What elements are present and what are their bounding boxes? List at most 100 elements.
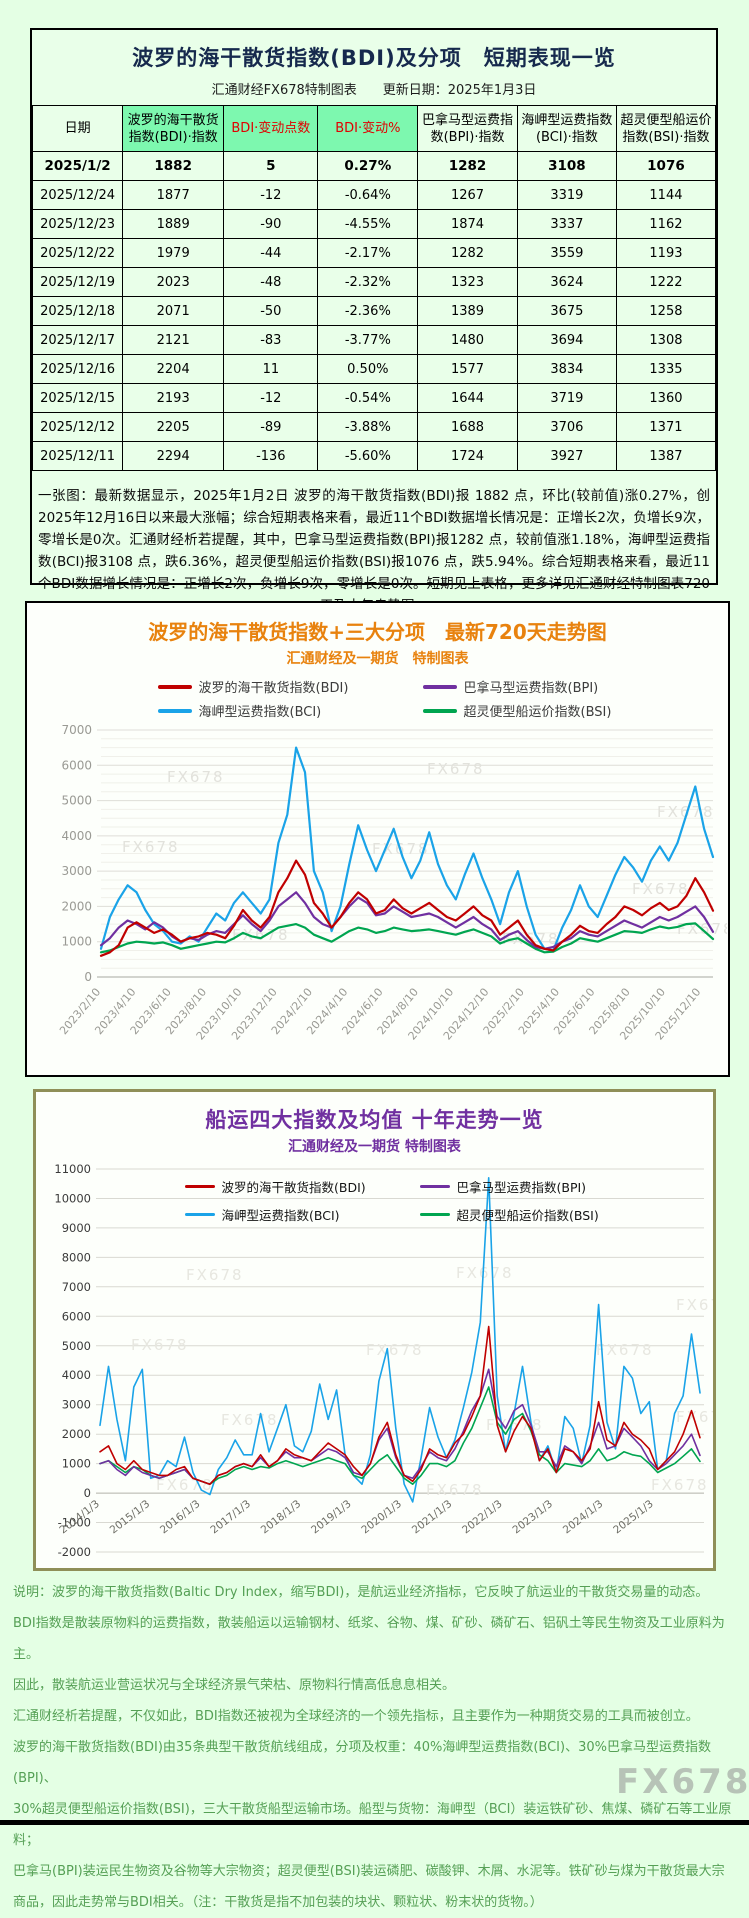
svg-text:FX678: FX678: [221, 1411, 279, 1429]
table-cell: 1193: [615, 238, 717, 268]
svg-text:FX678: FX678: [632, 880, 690, 898]
bdi-data-table: 日期 波罗的海干散货指数(BDI)·指数 BDI·变动点数 BDI·变动% 巴拿马型运费…: [31, 105, 717, 471]
table-cell: 3108: [516, 151, 617, 181]
legend-swatch: [422, 708, 457, 713]
svg-text:1000: 1000: [62, 1457, 91, 1471]
table-cell: 3624: [516, 267, 617, 297]
svg-text:2018/1/3: 2018/1/3: [259, 1498, 304, 1536]
table-cell: 1688: [417, 412, 518, 442]
table-cell: 2294: [122, 441, 225, 471]
chart-720-plot: 0 1000 2000 3000 4000 5000 6000 7000 2023/2/10 20…: [27, 722, 728, 1054]
table-cell: -3.88%: [317, 412, 419, 442]
table-header-cell: 超灵便型船运价指数(BSI)·指数: [615, 105, 717, 152]
table-cell: 1387: [615, 441, 717, 471]
bottom-border-bar: [0, 1820, 749, 1825]
table-cell: 1267: [417, 180, 518, 210]
svg-text:FX678: FX678: [676, 1408, 713, 1426]
table-cell: -89: [223, 412, 319, 442]
table-cell: 1724: [417, 441, 518, 471]
table-cell: 0.50%: [317, 354, 419, 384]
table-cell: 2025/12/11: [31, 441, 124, 471]
table-cell: -2.36%: [317, 296, 419, 326]
table-cell: 2025/12/22: [31, 238, 124, 268]
table-cell: 1577: [417, 354, 518, 384]
svg-text:2019/1/3: 2019/1/3: [309, 1498, 354, 1536]
table-note: 一张图：最新数据显示，2025年1月2日 波罗的海干散货指数(BDI)报 188…: [38, 488, 710, 614]
legend-label: 波罗的海干散货指数(BDI): [198, 681, 349, 696]
table-cell: 2204: [122, 354, 225, 384]
table-cell: 3694: [516, 325, 617, 355]
table-cell: 3834: [516, 354, 617, 384]
table-cell: -12: [223, 383, 319, 413]
table-header-cell: 巴拿马型运费指数(BPI)·指数: [417, 105, 518, 152]
svg-text:6000: 6000: [61, 758, 92, 772]
svg-text:0: 0: [84, 970, 92, 984]
table-cell: 11: [223, 354, 319, 384]
chart-10y-title: 船运四大指数及均值 十年走势一览: [205, 1108, 544, 1132]
svg-text:FX678: FX678: [426, 1481, 484, 1499]
footnote-line: BDI指数是散装原物料的运费指数，散装船运以运输钢材、纸浆、谷物、煤、矿砂、磷矿…: [13, 1616, 725, 1662]
table-cell: 1323: [417, 267, 518, 297]
legend-swatch: [184, 1184, 215, 1189]
svg-text:FX678: FX678: [456, 1264, 514, 1282]
svg-text:FX678: FX678: [186, 1266, 244, 1284]
table-cell: 3706: [516, 412, 617, 442]
table-cell: -48: [223, 267, 319, 297]
legend-swatch: [419, 1184, 450, 1189]
page: { "page": { "bg": "#e4ffe4", "watermark"…: [0, 28, 749, 1910]
table-cell: 2025/12/16: [31, 354, 124, 384]
chart-720-card: 波罗的海干散货指数+三大分项 最新720天走势图 汇通财经及一期货 特制图表 波…: [25, 601, 730, 1077]
table-cell: 3337: [516, 209, 617, 239]
footnote-line: 说明：波罗的海干散货指数(Baltic Dry Index，缩写BDI)，是航运…: [13, 1585, 709, 1600]
table-row: 2025/12/12 2205 -89 -3.88% 1688 3706 1371: [31, 412, 717, 442]
table-cell: 2205: [122, 412, 225, 442]
chart-10y-legend: 波罗的海干散货指数(BDI) 巴拿马型运费指数(BPI) 海岬型运费指数(BCI) 超…: [140, 1177, 610, 1224]
svg-text:FX678: FX678: [676, 1296, 713, 1314]
svg-text:2023/1/3: 2023/1/3: [510, 1498, 555, 1536]
table-row: 2025/12/15 2193 -12 -0.54% 1644 3719 1360: [31, 383, 717, 413]
legend-label: 巴拿马型运费指数(BPI): [463, 681, 599, 696]
table-row: 2025/12/24 1877 -12 -0.64% 1267 3319 1144: [31, 180, 717, 210]
table-cell: -3.77%: [317, 325, 419, 355]
table-cell: 2025/12/15: [31, 383, 124, 413]
svg-text:1000: 1000: [61, 935, 92, 949]
table-cell: -12: [223, 180, 319, 210]
svg-text:FX678: FX678: [122, 838, 180, 856]
table-cell: -136: [223, 441, 319, 471]
table-cell: 2025/12/23: [31, 209, 124, 239]
svg-text:5000: 5000: [61, 794, 92, 808]
table-cell: 1076: [615, 151, 717, 181]
table-cell: 1889: [122, 209, 225, 239]
table-header-row: 日期 波罗的海干散货指数(BDI)·指数 BDI·变动点数 BDI·变动% 巴拿马型运费…: [31, 105, 717, 152]
table-cell: 3319: [516, 180, 617, 210]
legend-item: 巴拿马型运费指数(BPI): [375, 1177, 610, 1196]
svg-text:FX678: FX678: [651, 1476, 709, 1494]
chart-10y-plot-wrap: 波罗的海干散货指数(BDI) 巴拿马型运费指数(BPI) 海岬型运费指数(BCI) 超…: [36, 1160, 713, 1572]
svg-text:FX678: FX678: [366, 1341, 424, 1359]
footnote-line: 30%超灵便型船运价指数(BSI)，三大干散货船型运输市场。船型与货物：海岬型（…: [13, 1802, 732, 1848]
svg-text:2000: 2000: [62, 1427, 91, 1441]
svg-text:2015/1/3: 2015/1/3: [108, 1498, 153, 1536]
legend-swatch: [419, 1212, 450, 1217]
page-title: 波罗的海干散货指数(BDI)及分项 短期表现一览: [132, 46, 616, 70]
table-cell: 2071: [122, 296, 225, 326]
table-row: 2025/12/16 2204 11 0.50% 1577 3834 1335: [31, 354, 717, 384]
svg-text:-2000: -2000: [58, 1545, 91, 1559]
table-cell: 2023: [122, 267, 225, 297]
table-cell: 3927: [516, 441, 617, 471]
svg-text:-1000: -1000: [58, 1516, 91, 1530]
table-cell: -0.64%: [317, 180, 419, 210]
svg-text:8000: 8000: [62, 1250, 91, 1264]
footnote-line: 因此，散装航运业营运状况与全球经济景气荣枯、原物料行情高低息息相关。: [13, 1678, 456, 1693]
table-cell: -90: [223, 209, 319, 239]
legend-item: 超灵便型船运价指数(BSI): [375, 1205, 610, 1224]
legend-label: 波罗的海干散货指数(BDI): [221, 1180, 366, 1195]
table-cell: 2121: [122, 325, 225, 355]
svg-text:FX678: FX678: [596, 1341, 654, 1359]
table-cell: 1882: [122, 151, 225, 181]
table-cell: 2193: [122, 383, 225, 413]
svg-text:2024/1/3: 2024/1/3: [561, 1498, 606, 1536]
legend-label: 海岬型运费指数(BCI): [221, 1208, 340, 1223]
svg-text:4000: 4000: [62, 1368, 91, 1382]
chart-720-legend: 波罗的海干散货指数(BDI) 巴拿马型运费指数(BPI) 海岬型运费指数(BCI) 超…: [27, 677, 728, 720]
